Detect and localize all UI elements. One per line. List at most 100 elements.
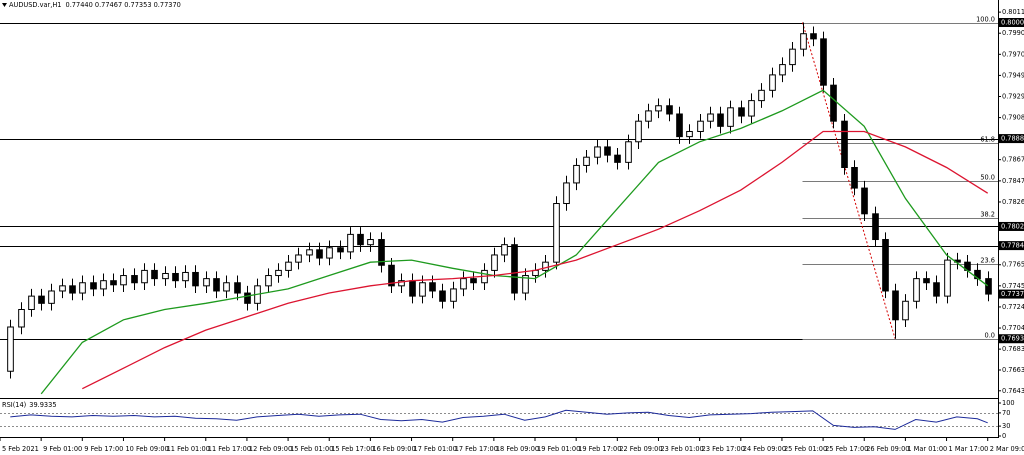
candle-body — [553, 203, 560, 263]
candle-body — [367, 239, 374, 246]
x-tick-label: 24 Feb 09:00 — [743, 445, 786, 453]
candle-body — [542, 261, 549, 271]
candle-body — [162, 272, 169, 280]
x-tick-label: 23 Feb 17:00 — [702, 445, 745, 453]
x-tick-label: 9 Feb 01:00 — [43, 445, 82, 453]
candle-body — [923, 278, 930, 284]
candle-body — [244, 292, 251, 304]
candle-body — [511, 244, 518, 294]
fib-level-label: 38.2 — [980, 211, 995, 219]
moving-average — [82, 130, 989, 390]
level-label: 0.76936 — [1001, 335, 1024, 343]
candle-body — [120, 275, 127, 286]
current-price-label: 0.77370 — [1001, 290, 1024, 298]
y-tick-label: 0.79495 — [1002, 71, 1024, 79]
candle-body — [872, 213, 879, 241]
candle-body — [470, 278, 477, 284]
candle-body — [902, 300, 909, 321]
candle-body — [306, 249, 313, 256]
level-label-box — [999, 241, 1024, 251]
candle-body — [18, 309, 25, 328]
candle-body — [666, 105, 673, 115]
candle-body — [48, 290, 55, 304]
rsi-y-tick-label: 0 — [1002, 432, 1006, 440]
candle-body — [944, 259, 951, 297]
x-tick-label: 1 Mar 01:00 — [907, 445, 947, 453]
candle-body — [59, 285, 66, 292]
fib-level-label: 0.0 — [985, 332, 996, 340]
y-tick-label: 0.78676 — [1002, 156, 1024, 164]
candle-body — [79, 282, 86, 294]
y-tick-label: 0.77655 — [1002, 261, 1024, 269]
candle-body — [213, 278, 220, 292]
candle-body — [861, 187, 868, 215]
rsi-header: RSI(14) 39.9335 — [2, 401, 57, 409]
candle-body — [830, 84, 837, 122]
rsi-y-tick-label: 30 — [1002, 422, 1010, 430]
candle-body — [933, 282, 940, 297]
candle-body — [594, 146, 601, 158]
x-tick-label: 11 Feb 01:00 — [167, 445, 210, 453]
symbol-title: AUDUSD.var,H1 — [9, 1, 62, 9]
fib-level-label: 23.6 — [980, 257, 995, 265]
candle-body — [851, 166, 858, 189]
candle-body — [758, 89, 765, 102]
candle-body — [583, 156, 590, 166]
candle-body — [100, 280, 107, 290]
candle-body — [727, 107, 734, 127]
candle-body — [38, 295, 45, 304]
candle-body — [522, 275, 529, 294]
candle-body — [388, 264, 395, 287]
x-tick-label: 2 Mar 09:00 — [990, 445, 1024, 453]
candle-body — [316, 249, 323, 259]
candle-body — [141, 269, 148, 284]
x-tick-label: 25 Feb 17:00 — [825, 445, 868, 453]
candle-body — [172, 272, 179, 282]
candle-body — [789, 48, 796, 66]
y-tick-label: 0.76632 — [1002, 366, 1024, 374]
x-tick-label: 10 Feb 09:00 — [125, 445, 168, 453]
candle-body — [192, 271, 199, 287]
level-label-box — [999, 134, 1024, 144]
candle-body — [285, 261, 292, 271]
candle-body — [707, 113, 714, 122]
x-tick-label: 19 Feb 01:00 — [537, 445, 580, 453]
rsi-title: RSI(14) — [2, 401, 26, 409]
moving-average — [40, 89, 989, 395]
candle-body — [913, 278, 920, 302]
candle-body — [223, 282, 230, 292]
fib-level-label: 61.8 — [980, 136, 995, 144]
level-label-box — [999, 18, 1024, 28]
level-label: 0.78881 — [1001, 135, 1024, 143]
rsi-y-tick-label: 100 — [1002, 399, 1015, 407]
candle-body — [398, 280, 405, 287]
candle-body — [882, 239, 889, 292]
candle-body — [563, 182, 570, 205]
y-tick-label: 0.79905 — [1002, 29, 1024, 37]
candle-body — [697, 120, 704, 132]
y-tick-label: 0.78265 — [1002, 198, 1024, 206]
candle-body — [151, 269, 158, 280]
y-tick-label: 0.76835 — [1002, 345, 1024, 353]
candle-body — [573, 164, 580, 184]
x-tick-label: 17 Feb 17:00 — [455, 445, 498, 453]
x-tick-label: 18 Feb 09:00 — [496, 445, 539, 453]
candle-body — [131, 275, 138, 284]
candle-body — [409, 280, 416, 297]
candle-body — [182, 271, 189, 282]
candle-body — [800, 33, 807, 50]
candle-body — [326, 247, 333, 259]
candle-body — [686, 130, 693, 138]
level-label: 0.78027 — [1001, 222, 1024, 230]
rsi-y-tick-label: 70 — [1002, 409, 1010, 417]
x-tick-label: 22 Feb 09:00 — [619, 445, 662, 453]
candle-body — [717, 113, 724, 127]
x-tick-label: 17 Feb 01:00 — [414, 445, 457, 453]
candle-body — [501, 244, 508, 256]
candle-body — [892, 290, 899, 321]
candle-body — [234, 282, 241, 294]
